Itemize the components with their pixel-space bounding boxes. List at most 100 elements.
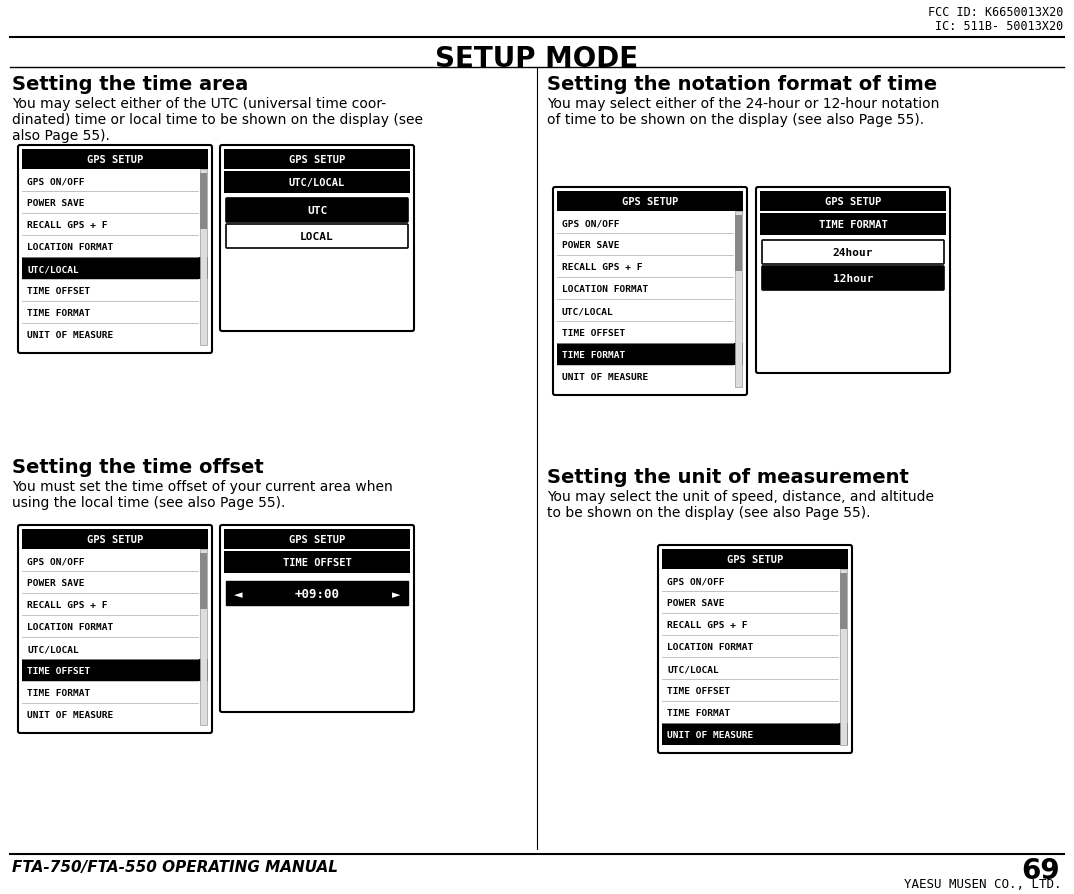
Text: TIME FORMAT: TIME FORMAT bbox=[562, 351, 625, 360]
FancyBboxPatch shape bbox=[658, 545, 852, 753]
Bar bbox=[735, 212, 742, 388]
Bar bbox=[200, 173, 207, 230]
FancyBboxPatch shape bbox=[756, 188, 950, 374]
Text: TIME OFFSET: TIME OFFSET bbox=[282, 557, 351, 568]
FancyBboxPatch shape bbox=[18, 146, 212, 354]
Text: also Page 55).: also Page 55). bbox=[12, 129, 110, 143]
Bar bbox=[735, 215, 742, 272]
Text: UNIT OF MEASURE: UNIT OF MEASURE bbox=[27, 331, 113, 340]
FancyBboxPatch shape bbox=[220, 526, 413, 713]
Bar bbox=[21, 150, 208, 170]
Text: UTC/LOCAL: UTC/LOCAL bbox=[289, 178, 345, 188]
Text: LOCATION FORMAT: LOCATION FORMAT bbox=[562, 285, 649, 294]
Text: 69: 69 bbox=[1021, 856, 1060, 884]
Text: TIME OFFSET: TIME OFFSET bbox=[27, 667, 90, 676]
Text: POWER SAVE: POWER SAVE bbox=[562, 241, 620, 250]
Text: UNIT OF MEASURE: UNIT OF MEASURE bbox=[667, 730, 753, 739]
Text: Setting the unit of measurement: Setting the unit of measurement bbox=[547, 468, 909, 486]
Text: GPS SETUP: GPS SETUP bbox=[825, 197, 881, 207]
Text: UTC/LOCAL: UTC/LOCAL bbox=[27, 266, 78, 274]
Text: TIME FORMAT: TIME FORMAT bbox=[667, 709, 730, 718]
Text: GPS ON/OFF: GPS ON/OFF bbox=[667, 577, 725, 586]
Text: RECALL GPS + F: RECALL GPS + F bbox=[562, 263, 642, 272]
Text: TIME OFFSET: TIME OFFSET bbox=[667, 687, 730, 696]
Bar bbox=[662, 723, 848, 746]
Text: You may select the unit of speed, distance, and altitude: You may select the unit of speed, distan… bbox=[547, 489, 934, 503]
Text: +09:00: +09:00 bbox=[294, 588, 339, 601]
Bar bbox=[200, 170, 207, 346]
Text: 12hour: 12hour bbox=[832, 274, 873, 283]
Text: GPS SETUP: GPS SETUP bbox=[727, 554, 783, 564]
Text: GPS ON/OFF: GPS ON/OFF bbox=[562, 219, 620, 228]
Text: UTC/LOCAL: UTC/LOCAL bbox=[562, 308, 613, 316]
Text: ►: ► bbox=[392, 589, 401, 599]
Text: ◄: ◄ bbox=[234, 589, 243, 599]
FancyBboxPatch shape bbox=[761, 266, 944, 291]
Bar bbox=[840, 573, 847, 629]
FancyBboxPatch shape bbox=[226, 198, 408, 223]
Text: LOCATION FORMAT: LOCATION FORMAT bbox=[27, 243, 113, 252]
Text: POWER SAVE: POWER SAVE bbox=[27, 199, 85, 208]
Text: IC: 511B- 50013X20: IC: 511B- 50013X20 bbox=[934, 20, 1063, 33]
FancyBboxPatch shape bbox=[18, 526, 212, 733]
Text: to be shown on the display (see also Page 55).: to be shown on the display (see also Pag… bbox=[547, 505, 871, 519]
Text: YAESU MUSEN CO., LTD.: YAESU MUSEN CO., LTD. bbox=[904, 877, 1062, 890]
Text: RECALL GPS + F: RECALL GPS + F bbox=[27, 601, 107, 610]
Text: Setting the time offset: Setting the time offset bbox=[12, 458, 264, 477]
Text: POWER SAVE: POWER SAVE bbox=[27, 578, 85, 588]
Text: 24hour: 24hour bbox=[832, 248, 873, 257]
Text: RECALL GPS + F: RECALL GPS + F bbox=[27, 221, 107, 231]
Bar bbox=[224, 150, 410, 170]
Text: GPS ON/OFF: GPS ON/OFF bbox=[27, 557, 85, 566]
Text: UTC/LOCAL: UTC/LOCAL bbox=[27, 645, 78, 654]
Text: TIME FORMAT: TIME FORMAT bbox=[27, 309, 90, 318]
Bar bbox=[200, 553, 207, 610]
FancyBboxPatch shape bbox=[761, 240, 944, 265]
Text: UNIT OF MEASURE: UNIT OF MEASURE bbox=[562, 373, 649, 382]
Text: You may select either of the UTC (universal time coor-: You may select either of the UTC (univer… bbox=[12, 97, 387, 111]
Text: TIME FORMAT: TIME FORMAT bbox=[27, 688, 90, 697]
Text: GPS SETUP: GPS SETUP bbox=[289, 155, 345, 164]
Text: LOCATION FORMAT: LOCATION FORMAT bbox=[667, 643, 753, 652]
Text: GPS SETUP: GPS SETUP bbox=[87, 535, 143, 544]
Text: Setting the notation format of time: Setting the notation format of time bbox=[547, 75, 938, 94]
Bar bbox=[224, 172, 410, 194]
Text: dinated) time or local time to be shown on the display (see: dinated) time or local time to be shown … bbox=[12, 113, 423, 127]
Bar bbox=[760, 192, 946, 212]
Text: UTC: UTC bbox=[307, 206, 328, 215]
Text: TIME FORMAT: TIME FORMAT bbox=[818, 220, 887, 230]
Bar bbox=[21, 257, 208, 280]
Bar bbox=[557, 192, 743, 212]
Bar bbox=[224, 529, 410, 550]
Text: TIME OFFSET: TIME OFFSET bbox=[27, 287, 90, 296]
Text: LOCAL: LOCAL bbox=[300, 232, 334, 241]
Text: FCC ID: K6650013X20: FCC ID: K6650013X20 bbox=[928, 6, 1063, 19]
Text: You may select either of the 24-hour or 12-hour notation: You may select either of the 24-hour or … bbox=[547, 97, 940, 111]
Bar bbox=[200, 550, 207, 725]
Bar bbox=[840, 569, 847, 746]
FancyBboxPatch shape bbox=[220, 146, 413, 332]
Text: LOCATION FORMAT: LOCATION FORMAT bbox=[27, 623, 113, 632]
Text: RECALL GPS + F: RECALL GPS + F bbox=[667, 620, 748, 629]
Text: SETUP MODE: SETUP MODE bbox=[435, 45, 639, 73]
Text: GPS SETUP: GPS SETUP bbox=[87, 155, 143, 164]
Text: Setting the time area: Setting the time area bbox=[12, 75, 248, 94]
Text: GPS ON/OFF: GPS ON/OFF bbox=[27, 177, 85, 186]
Text: UTC/LOCAL: UTC/LOCAL bbox=[667, 665, 719, 674]
Text: UNIT OF MEASURE: UNIT OF MEASURE bbox=[27, 711, 113, 720]
Text: GPS SETUP: GPS SETUP bbox=[622, 197, 678, 207]
Text: You must set the time offset of your current area when: You must set the time offset of your cur… bbox=[12, 479, 393, 493]
Bar bbox=[557, 343, 743, 366]
Text: POWER SAVE: POWER SAVE bbox=[667, 599, 725, 608]
Bar bbox=[21, 529, 208, 550]
FancyBboxPatch shape bbox=[226, 224, 408, 249]
Text: TIME OFFSET: TIME OFFSET bbox=[562, 329, 625, 338]
Bar bbox=[224, 552, 410, 573]
Text: GPS SETUP: GPS SETUP bbox=[289, 535, 345, 544]
Bar bbox=[662, 550, 848, 569]
Text: of time to be shown on the display (see also Page 55).: of time to be shown on the display (see … bbox=[547, 113, 924, 127]
FancyBboxPatch shape bbox=[553, 188, 748, 395]
Text: FTA-750/FTA-550 OPERATING MANUAL: FTA-750/FTA-550 OPERATING MANUAL bbox=[12, 859, 338, 874]
Bar bbox=[760, 214, 946, 236]
Bar bbox=[21, 659, 208, 681]
